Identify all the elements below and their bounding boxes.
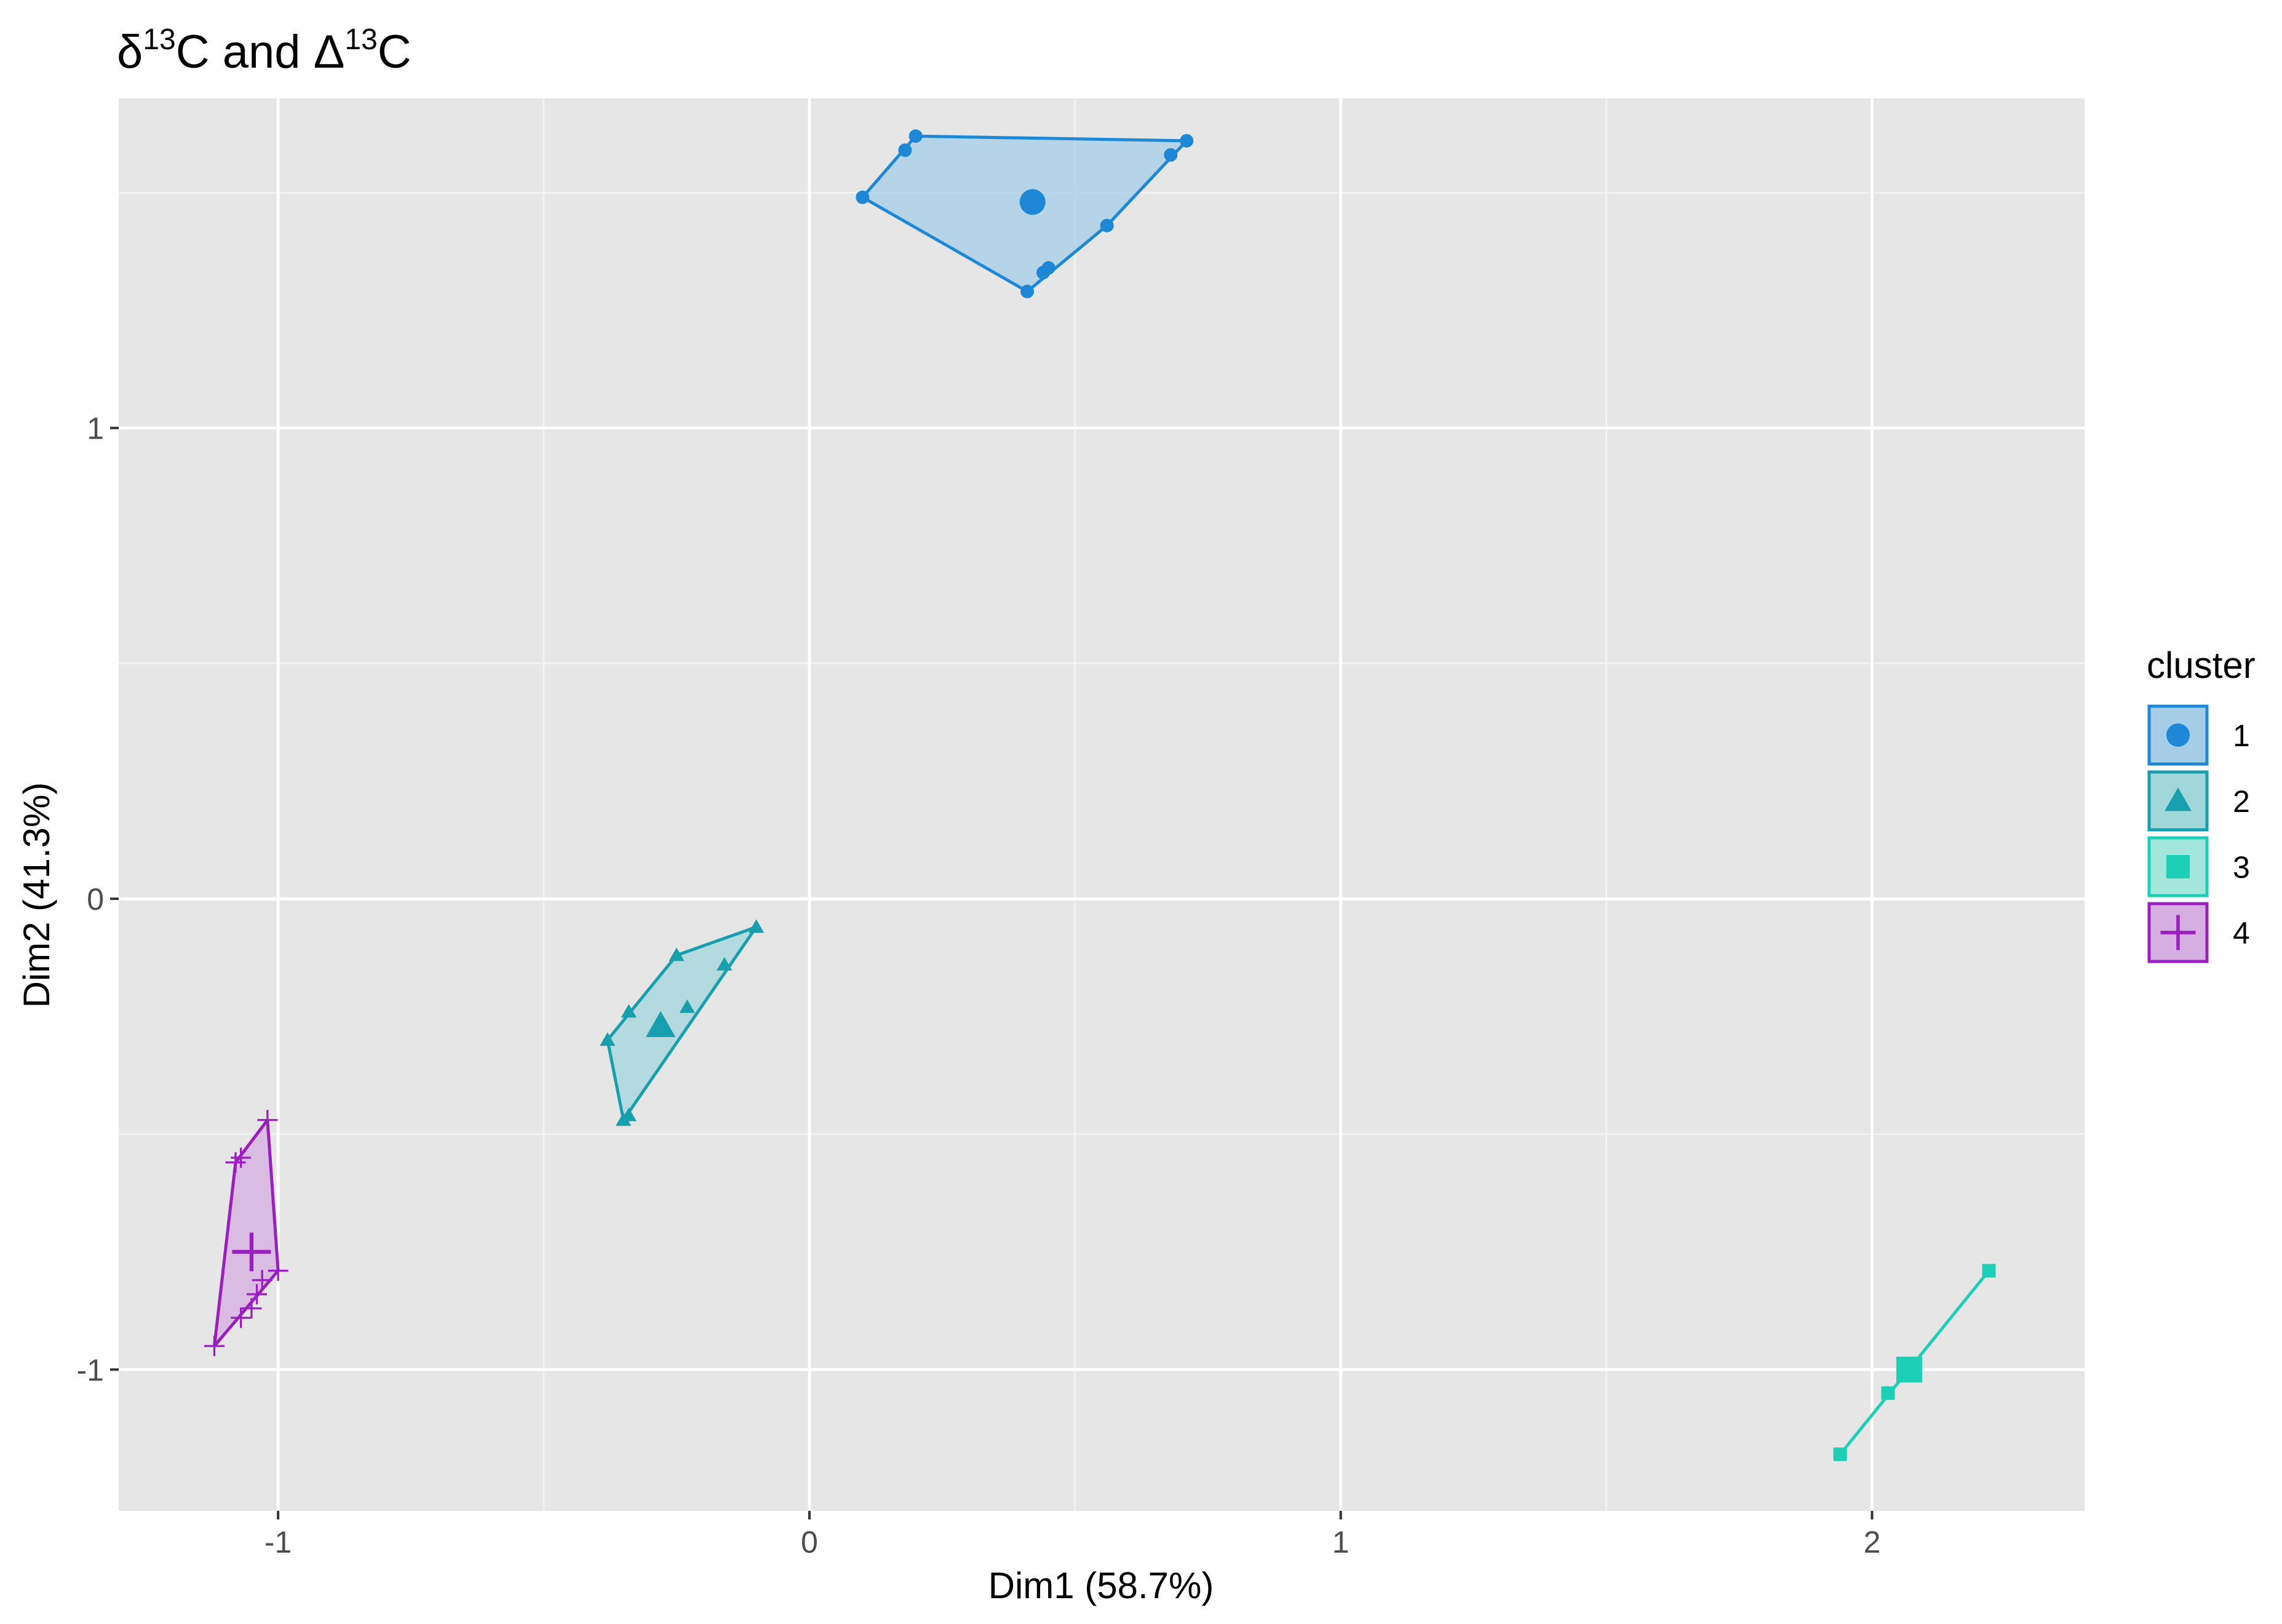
cluster-1-point — [908, 129, 923, 143]
chart-title: δ13C and Δ13C — [117, 23, 411, 78]
legend-label: 1 — [2233, 718, 2250, 753]
cluster-2-point — [669, 947, 685, 961]
cluster-4-point — [252, 1270, 272, 1291]
cluster-1-point — [856, 190, 870, 204]
x-tick-label: 1 — [1332, 1525, 1350, 1559]
cluster-3-point — [1833, 1447, 1847, 1462]
legend-item-2: 2 — [2147, 770, 2250, 832]
cluster-2-centroid — [645, 1011, 676, 1037]
y-tick-label: -1 — [77, 1353, 104, 1387]
cluster-4-centroid — [232, 1232, 271, 1272]
cluster-4-point — [225, 1152, 246, 1173]
cluster-2-point — [748, 919, 765, 933]
cluster-3-centroid — [1896, 1356, 1922, 1383]
cluster-2-point — [600, 1032, 616, 1046]
cluster-2-point — [621, 1004, 637, 1018]
legend-title: cluster — [2147, 645, 2256, 686]
legend-key — [2147, 770, 2209, 832]
y-tick-label: 0 — [87, 882, 104, 917]
legend-label: 4 — [2233, 916, 2250, 950]
legend-circle-icon — [2166, 723, 2190, 747]
legend-triangle-icon — [2165, 787, 2192, 811]
major-grid — [119, 98, 2085, 1511]
cluster-4-point — [257, 1110, 278, 1131]
cluster-1-point — [1164, 148, 1178, 162]
legend-label: 2 — [2233, 784, 2250, 819]
y-axis-ticks: -1 0 1 — [77, 412, 119, 1387]
legend-item-4: 4 — [2147, 902, 2250, 963]
cluster-centroids — [232, 189, 1922, 1383]
y-axis-label: Dim2 (41.3%) — [16, 782, 57, 1008]
cluster-2-point — [717, 957, 733, 971]
cluster-1-point — [898, 143, 912, 157]
cluster-1-point — [1100, 218, 1114, 233]
cluster-4-point — [241, 1298, 262, 1319]
cluster-3-point — [1982, 1264, 1996, 1278]
cluster-4-point — [247, 1284, 268, 1305]
legend-plus-icon — [2160, 915, 2196, 950]
cluster-1-centroid — [1019, 189, 1046, 215]
legend-item-1: 1 — [2147, 704, 2250, 766]
cluster-2-point — [621, 1107, 637, 1121]
cluster-2-point — [679, 999, 695, 1013]
cluster-4-point — [231, 1147, 252, 1168]
x-tick-label: 0 — [801, 1525, 818, 1559]
cluster-3-point — [1881, 1386, 1895, 1400]
plot-panel — [119, 98, 2085, 1511]
legend-square-icon — [2166, 855, 2190, 878]
legend-item-3: 3 — [2147, 836, 2250, 898]
cluster-4-point — [231, 1307, 252, 1328]
legend-label: 3 — [2233, 850, 2250, 885]
x-tick-label: -1 — [264, 1525, 292, 1559]
cluster-4-point — [268, 1260, 288, 1281]
legend-key — [2147, 836, 2209, 898]
x-tick-label: 2 — [1864, 1525, 1881, 1559]
cluster-1-point — [1180, 133, 1194, 148]
legend: cluster 1 2 3 4 — [2147, 645, 2256, 963]
x-axis-ticks: -1 0 1 2 — [264, 1511, 1880, 1559]
cluster-4-point — [204, 1335, 225, 1356]
y-tick-label: 1 — [87, 412, 104, 446]
x-axis-label: Dim1 (58.7%) — [988, 1565, 1214, 1606]
cluster-1-point — [1041, 261, 1056, 275]
cluster-1-point — [1020, 284, 1035, 298]
